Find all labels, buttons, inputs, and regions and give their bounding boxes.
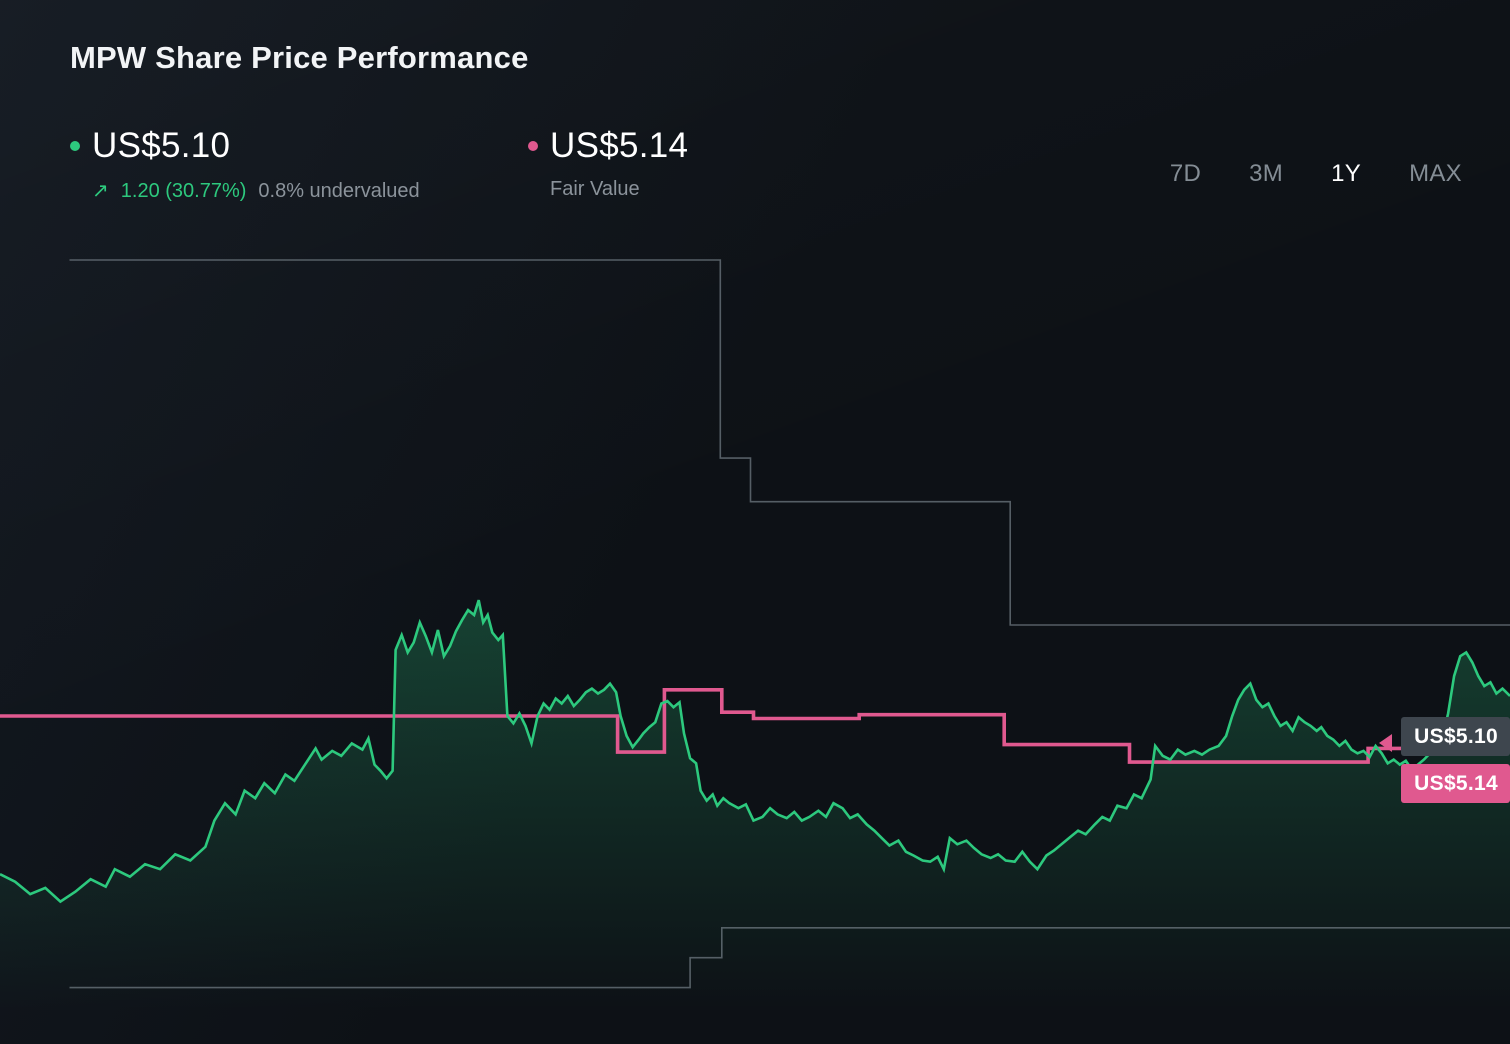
series-area-share-price (0, 600, 1510, 1010)
range-selector: 7D 3M 1Y MAX (1146, 154, 1486, 194)
undervalued-note: 0.8% undervalued (258, 180, 420, 202)
current-price-value: US$5.10 (92, 126, 231, 165)
range-button-3m[interactable]: 3M (1225, 154, 1307, 194)
series-line-band-upper (69, 259, 1510, 626)
fair-value-dot-icon (528, 141, 538, 151)
fair-value-label: Fair Value (550, 178, 640, 200)
range-button-1y[interactable]: 1Y (1307, 154, 1385, 194)
series-line-band-lower (69, 927, 1510, 989)
chart-legend: US$5.10 ↗ 1.20 (30.77%) 0.8% undervalued… (70, 126, 688, 203)
range-button-7d[interactable]: 7D (1146, 154, 1225, 194)
fair-value-marker: US$5.14 (1401, 764, 1510, 803)
current-price-marker: US$5.10 (1401, 717, 1510, 756)
fair-value-line-arrow-icon (1379, 734, 1392, 752)
current-price-legend: US$5.10 ↗ 1.20 (30.77%) 0.8% undervalued (70, 126, 528, 203)
fair-value-value: US$5.14 (550, 126, 689, 165)
range-button-max[interactable]: MAX (1385, 154, 1486, 194)
price-change: 1.20 (30.77%) (120, 180, 247, 202)
series-line-share-price (0, 599, 1510, 904)
up-arrow-icon: ↗ (92, 180, 109, 202)
series-line-fair-value (0, 688, 1510, 764)
page-title: MPW Share Price Performance (70, 40, 529, 75)
fair-value-legend: US$5.14 Fair Value (528, 126, 688, 203)
share-price-dot-icon (70, 141, 80, 151)
